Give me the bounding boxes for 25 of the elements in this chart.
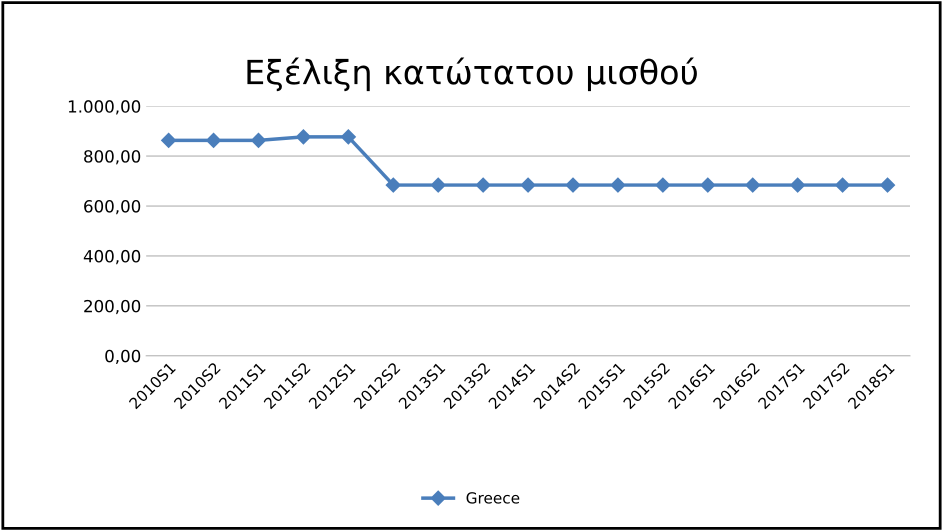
y-tick-label: 800,00 — [84, 150, 140, 164]
point — [250, 132, 266, 148]
point — [565, 177, 581, 193]
point — [476, 177, 491, 193]
point — [745, 177, 760, 193]
point — [520, 177, 536, 193]
point — [835, 177, 850, 193]
point — [430, 177, 446, 193]
y-tick-label: 200,00 — [84, 300, 140, 314]
y-tick-label: 0,00 — [105, 350, 140, 364]
point — [655, 177, 670, 193]
chart-title: Εξέλιξη κατώτατου μισθού — [247, 58, 697, 92]
point — [386, 177, 401, 193]
point — [206, 132, 222, 148]
point — [610, 177, 626, 193]
point — [790, 177, 806, 193]
y-tick-label: 600,00 — [84, 200, 140, 214]
point — [880, 177, 896, 193]
point — [340, 129, 356, 144]
y-tick-label: 400,00 — [84, 250, 140, 264]
point — [700, 177, 716, 193]
legend-label: Greece — [466, 492, 520, 504]
point — [296, 129, 311, 144]
point — [161, 132, 176, 148]
y-tick-label: 1.000,00 — [68, 100, 140, 114]
